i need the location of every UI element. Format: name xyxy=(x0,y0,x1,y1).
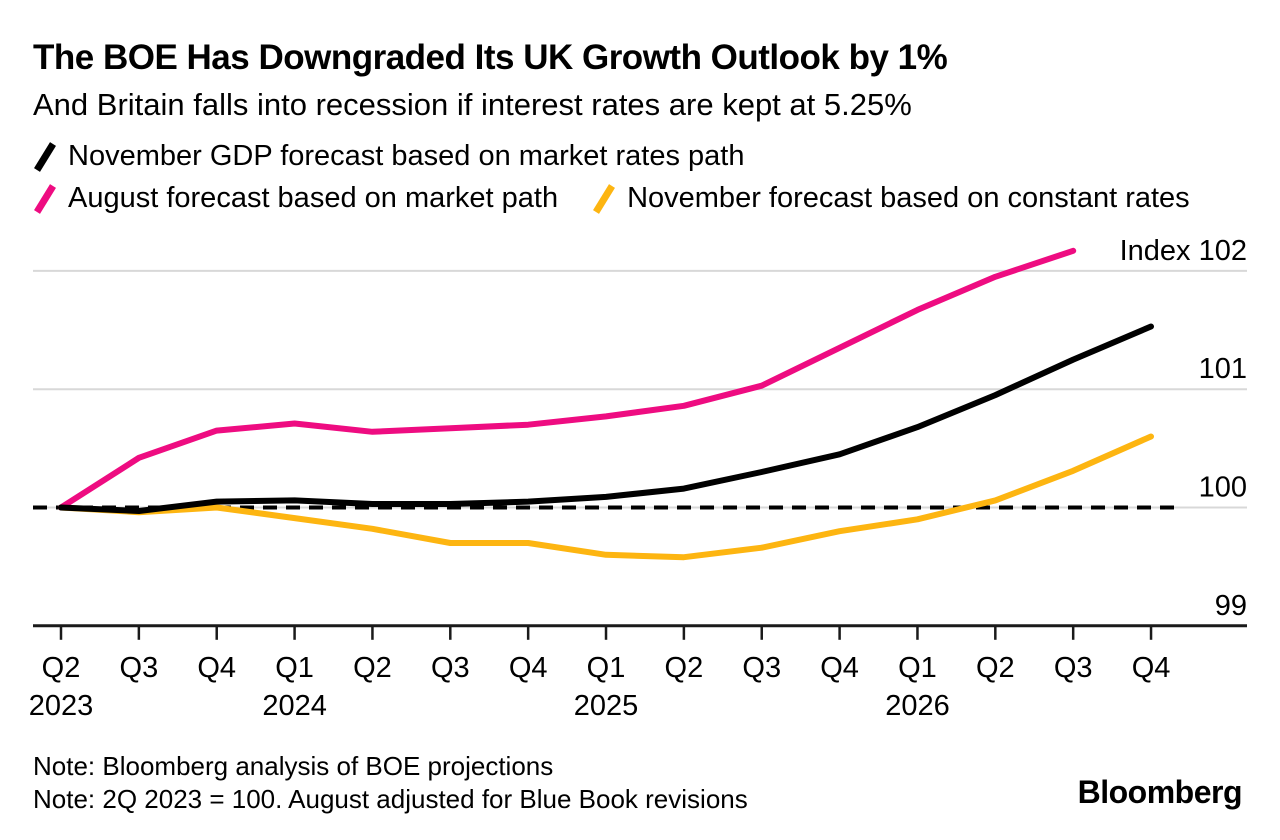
chart-notes: Note: Bloomberg analysis of BOE projecti… xyxy=(33,750,748,816)
line-slash-icon xyxy=(34,183,56,214)
x-axis-label: Q2 xyxy=(42,652,81,684)
x-axis-label: Q2 xyxy=(353,652,392,684)
x-axis-label: Q4 xyxy=(509,652,548,684)
legend-label: November GDP forecast based on market ra… xyxy=(68,140,745,172)
x-axis-label: Q4 xyxy=(197,652,236,684)
x-axis-label: Q3 xyxy=(742,652,781,684)
year-label: 2024 xyxy=(262,690,327,722)
series-line-1 xyxy=(58,247,1077,511)
bloomberg-logo: Bloomberg xyxy=(1077,774,1243,810)
chart-legend: November GDP forecast based on market ra… xyxy=(33,140,1190,215)
x-axis-label: Q2 xyxy=(976,652,1015,684)
legend-item-november-constant-rates: November forecast based on constant rate… xyxy=(592,182,1190,215)
legend-row-1: November GDP forecast based on market ra… xyxy=(33,140,1190,173)
note-line-1: Note: Bloomberg analysis of BOE projecti… xyxy=(33,751,554,781)
x-axis-label: Q1 xyxy=(275,652,314,684)
y-axis-label: Index 102 xyxy=(1120,235,1247,267)
series-line-2 xyxy=(58,433,1154,561)
series-line-0 xyxy=(58,323,1154,514)
legend-label: August forecast based on market path xyxy=(68,182,559,214)
legend-row-2: August forecast based on market path Nov… xyxy=(33,182,1190,215)
line-slash-icon xyxy=(34,141,56,172)
x-axis-label: Q3 xyxy=(120,652,159,684)
x-axis-label: Q4 xyxy=(1132,652,1171,684)
x-axis-label: Q3 xyxy=(431,652,470,684)
legend-item-november-market-rates: November GDP forecast based on market ra… xyxy=(33,140,744,173)
year-label: 2023 xyxy=(29,690,94,722)
chart-header: The BOE Has Downgraded Its UK Growth Out… xyxy=(33,36,948,124)
x-axis-label: Q2 xyxy=(665,652,704,684)
x-axis-label: Q1 xyxy=(587,652,626,684)
x-axis-label: Q3 xyxy=(1054,652,1093,684)
y-axis-label: 99 xyxy=(1215,590,1247,622)
note-line-2: Note: 2Q 2023 = 100. August adjusted for… xyxy=(33,784,748,814)
line-slash-icon xyxy=(593,183,616,214)
x-axis-label: Q1 xyxy=(898,652,937,684)
year-label: 2025 xyxy=(574,690,639,722)
year-label: 2026 xyxy=(885,690,950,722)
y-axis-label: 101 xyxy=(1199,353,1247,385)
legend-label: November forecast based on constant rate… xyxy=(627,182,1190,214)
chart-title: The BOE Has Downgraded Its UK Growth Out… xyxy=(33,38,948,77)
x-axis-label: Q4 xyxy=(820,652,859,684)
legend-item-august-market-path: August forecast based on market path xyxy=(33,182,558,215)
chart-subtitle: And Britain falls into recession if inte… xyxy=(33,87,912,122)
y-axis-label: 100 xyxy=(1199,472,1247,504)
